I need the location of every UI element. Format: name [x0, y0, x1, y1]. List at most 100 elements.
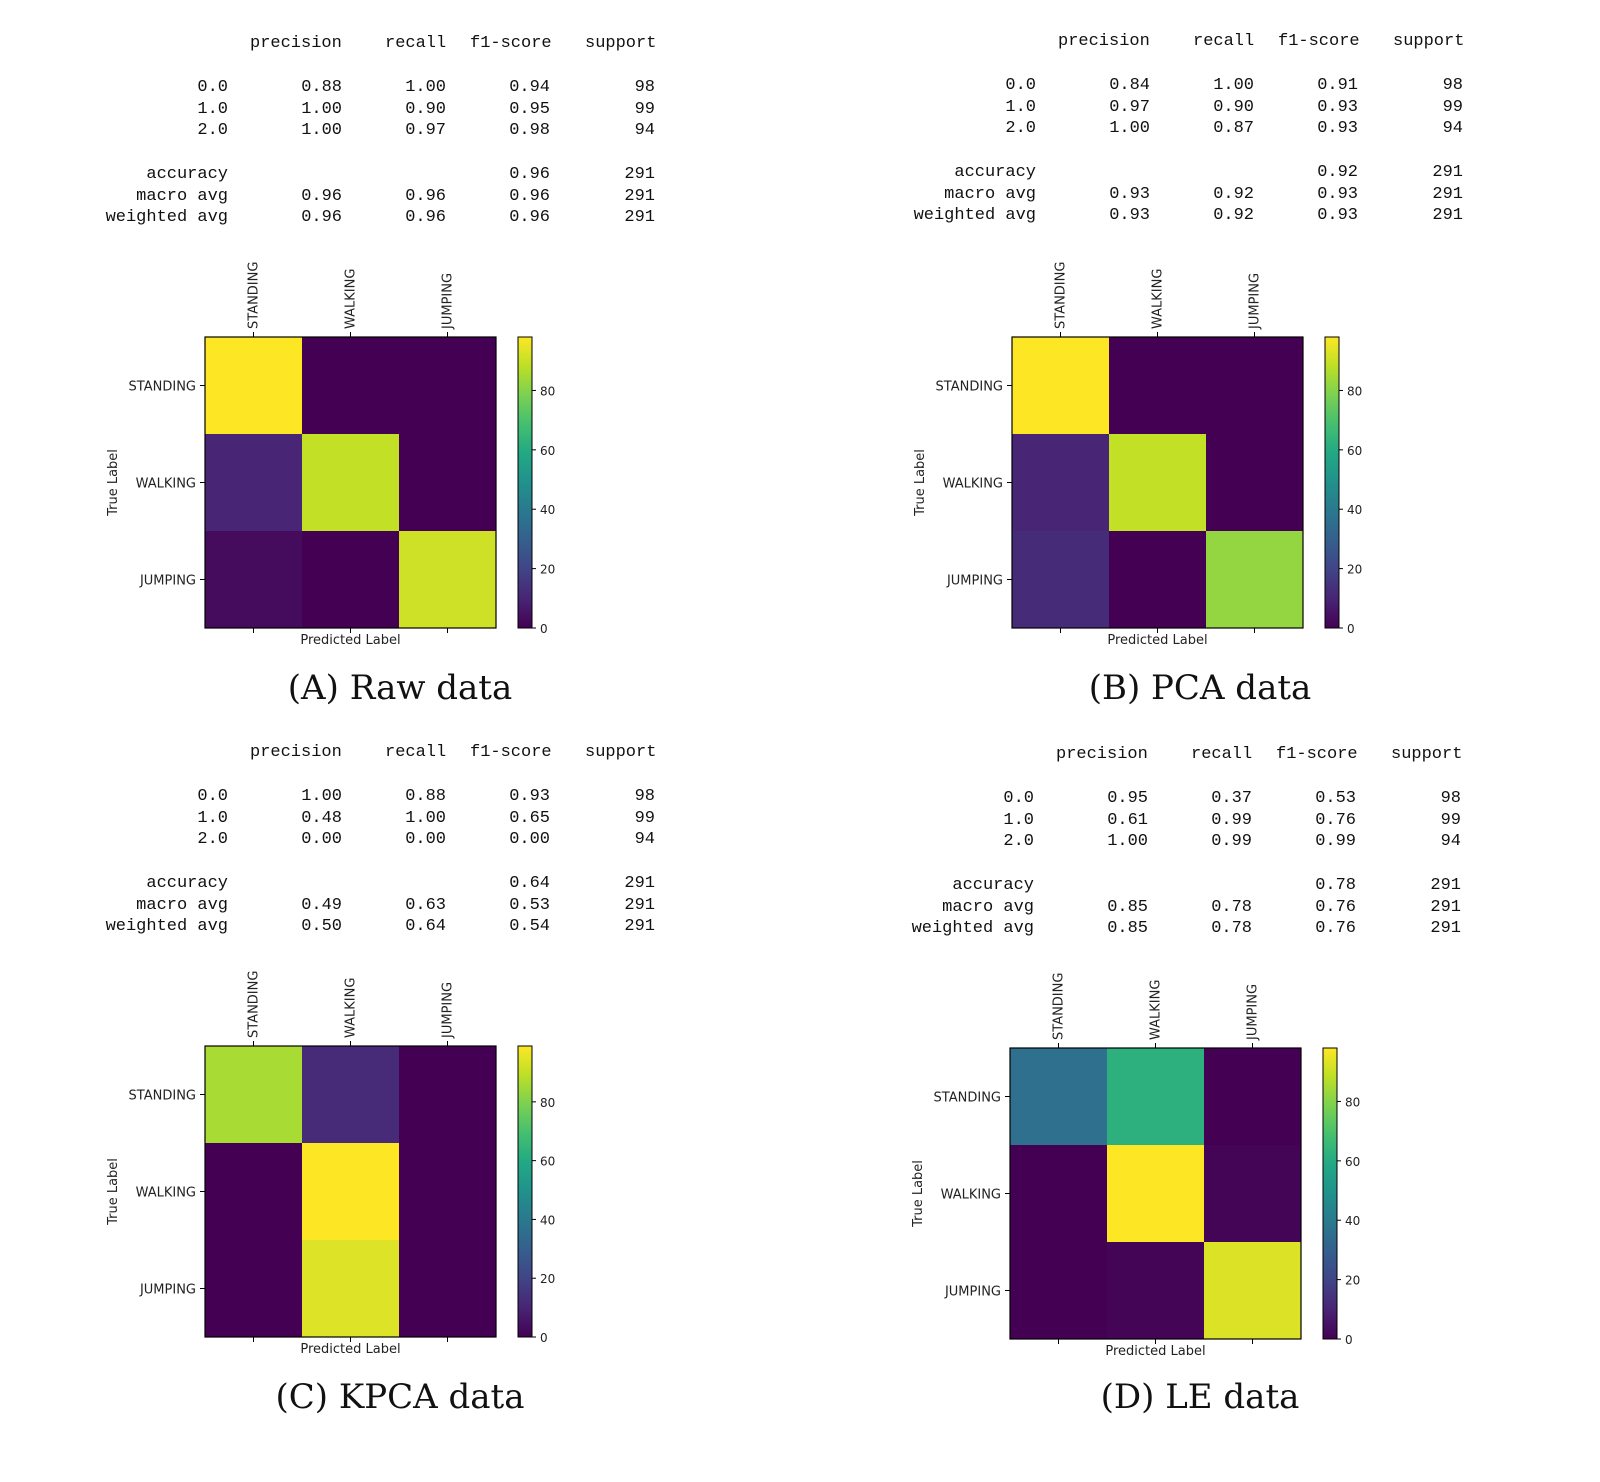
colorbar-tick-label: 20	[540, 1272, 555, 1286]
row-class-1-row-label: 1.0	[1005, 98, 1036, 117]
matrix-cell	[1107, 1048, 1204, 1145]
row-weighted-avg-row-label: weighted avg	[911, 919, 1034, 938]
x-axis-label: Predicted Label	[300, 1342, 400, 1357]
header-recall: recall	[1193, 32, 1255, 51]
colorbar-tick-label: 40	[1345, 1214, 1360, 1228]
row-weighted-avg-support-value: 291	[624, 917, 655, 936]
row-class-1-support-value: 99	[634, 100, 655, 119]
matrix-cell	[1107, 1242, 1204, 1339]
matrix-cell	[205, 1046, 302, 1143]
classification-report: precision recall f1-score support 0.0 1.0…	[0, 741, 800, 986]
row-class-2-row-label: 2.0	[197, 121, 228, 140]
row-accuracy-f1-value: 0.96	[509, 165, 550, 184]
row-class-0-recall-value: 0.88	[405, 787, 446, 806]
matrix-cell	[205, 531, 302, 628]
colorbar-tick-label: 60	[1347, 444, 1362, 458]
row-macro-avg-f1-value: 0.96	[509, 187, 550, 206]
row-macro-avg-precision-value: 0.96	[301, 187, 342, 206]
caption-letter: A	[301, 668, 326, 708]
x-tick-label: JUMPING	[441, 273, 456, 330]
caption: (A) Raw data	[287, 668, 513, 708]
x-tick-label: WALKING	[344, 978, 359, 1038]
header-support: support	[1391, 745, 1463, 764]
row-class-1-recall-value: 1.00	[405, 809, 446, 828]
row-macro-avg-row-label: macro avg	[136, 187, 228, 206]
panel-b: precision recall f1-score support 0.0 0.8…	[800, 0, 1600, 741]
row-class-0-f1-value: 0.91	[1317, 76, 1358, 95]
matrix-cell	[302, 434, 399, 531]
y-tick-label: STANDING	[129, 1089, 196, 1104]
row-class-0-support-value: 98	[1442, 76, 1463, 95]
confusion-matrix: STANDING WALKING JUMPING STANDING WALKING JUM…	[911, 973, 1360, 1359]
row-class-2-recall-value: 0.99	[1211, 832, 1252, 851]
row-macro-avg-support-value: 291	[1430, 898, 1461, 917]
row-class-0-precision-value: 0.84	[1109, 76, 1150, 95]
row-class-1-f1-value: 0.93	[1317, 98, 1358, 117]
row-class-2-support-value: 94	[634, 830, 655, 849]
y-tick-label: STANDING	[129, 380, 196, 395]
row-class-0-support-value: 98	[634, 787, 655, 806]
row-accuracy-support-value: 291	[1432, 163, 1463, 182]
row-accuracy-row-label: accuracy	[952, 876, 1034, 895]
row-class-1-precision-value: 1.00	[301, 100, 342, 119]
caption-text: PCA data	[1151, 668, 1312, 708]
header-precision: precision	[250, 743, 342, 762]
row-macro-avg-row-label: macro avg	[942, 898, 1034, 917]
row-class-0-precision-value: 1.00	[301, 787, 342, 806]
colorbar	[1322, 1047, 1338, 1340]
row-class-0-f1-value: 0.93	[509, 787, 550, 806]
row-macro-avg-support-value: 291	[624, 896, 655, 915]
matrix-cell	[399, 1046, 496, 1143]
row-weighted-avg-recall-value: 0.78	[1211, 919, 1252, 938]
row-weighted-avg-support-value: 291	[624, 208, 655, 227]
y-tick-label: WALKING	[136, 1186, 196, 1201]
matrix-cell	[1012, 337, 1109, 434]
row-class-0-recall-value: 0.37	[1211, 789, 1252, 808]
row-class-2-recall-value: 0.00	[405, 830, 446, 849]
y-axis-label: True Label	[106, 449, 121, 517]
y-tick-label: JUMPING	[946, 574, 1003, 589]
header-f1: f1-score	[1276, 745, 1358, 764]
matrix-cell	[399, 1143, 496, 1240]
caption: (C) KPCA data	[275, 1377, 525, 1417]
confusion-matrix: STANDING WALKING JUMPING STANDING WALKING JUM…	[106, 971, 555, 1357]
colorbar	[517, 1045, 533, 1338]
matrix-cell	[399, 337, 496, 434]
caption-text: LE data	[1165, 1377, 1300, 1417]
colorbar	[517, 336, 533, 629]
row-class-0-precision-value: 0.88	[301, 78, 342, 97]
row-accuracy-row-label: accuracy	[954, 163, 1036, 182]
row-weighted-avg-f1-value: 0.54	[509, 917, 550, 936]
matrix-cell	[1012, 531, 1109, 628]
caption: (D) LE data	[1100, 1377, 1300, 1417]
matrix-cell	[399, 434, 496, 531]
x-tick-label: WALKING	[1151, 269, 1166, 329]
header-f1: f1-score	[1278, 32, 1360, 51]
row-class-1-precision-value: 0.61	[1107, 811, 1148, 830]
x-tick-label: JUMPING	[1248, 273, 1263, 330]
x-axis-label: Predicted Label	[1107, 633, 1207, 648]
caption: (B) PCA data	[1088, 668, 1312, 708]
header-support: support	[585, 34, 657, 53]
header-f1: f1-score	[470, 743, 552, 762]
row-class-0-row-label: 0.0	[1003, 789, 1034, 808]
row-macro-avg-precision-value: 0.93	[1109, 185, 1150, 204]
row-class-2-row-label: 2.0	[1005, 119, 1036, 138]
confusion-matrix: STANDING WALKING JUMPING STANDING WALKING JUM…	[913, 262, 1362, 648]
matrix-cell	[205, 337, 302, 434]
x-tick-label: STANDING	[247, 262, 262, 329]
row-accuracy-f1-value: 0.78	[1315, 876, 1356, 895]
row-accuracy-support-value: 291	[1430, 876, 1461, 895]
colorbar-tick-label: 0	[540, 622, 548, 636]
row-class-1-support-value: 99	[1440, 811, 1461, 830]
y-axis-label: True Label	[911, 1160, 926, 1228]
row-accuracy-row-label: accuracy	[146, 165, 228, 184]
row-accuracy-support-value: 291	[624, 165, 655, 184]
row-class-1-recall-value: 0.90	[1213, 98, 1254, 117]
row-class-0-recall-value: 1.00	[1213, 76, 1254, 95]
colorbar-tick-label: 0	[1345, 1333, 1353, 1347]
colorbar-tick-label: 40	[1347, 503, 1362, 517]
row-class-2-support-value: 94	[1442, 119, 1463, 138]
row-macro-avg-precision-value: 0.49	[301, 896, 342, 915]
y-tick-label: JUMPING	[139, 1283, 196, 1298]
